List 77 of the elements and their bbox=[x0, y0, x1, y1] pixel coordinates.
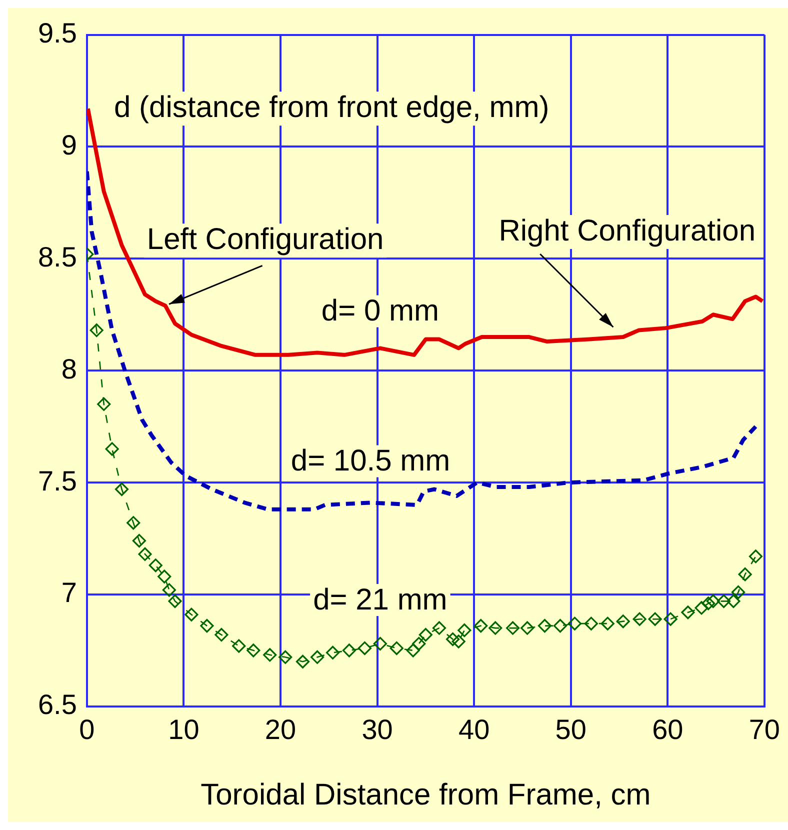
point bbox=[373, 636, 387, 651]
x-tick-label: 10 bbox=[168, 714, 200, 745]
point bbox=[568, 616, 582, 630]
point bbox=[390, 641, 404, 655]
point bbox=[263, 648, 277, 662]
point bbox=[114, 482, 129, 496]
annotation: Left Configuration bbox=[146, 222, 384, 256]
annotation: d (distance from front edge, mm) bbox=[114, 90, 550, 124]
x-tick-label: 50 bbox=[555, 714, 586, 745]
point bbox=[168, 594, 182, 608]
y-tick-label: 8.5 bbox=[38, 241, 77, 272]
point bbox=[616, 614, 630, 628]
point bbox=[105, 442, 119, 456]
y-tick-label: 7.5 bbox=[38, 465, 77, 496]
annotation: Right Configuration bbox=[498, 214, 756, 248]
point bbox=[488, 621, 502, 635]
y-tick-label: 6.5 bbox=[38, 689, 77, 720]
point bbox=[648, 612, 662, 626]
point bbox=[664, 612, 678, 626]
point bbox=[553, 619, 568, 633]
point bbox=[214, 628, 228, 642]
point bbox=[326, 646, 340, 660]
y-tick-label: 7 bbox=[61, 577, 77, 608]
point bbox=[716, 594, 731, 608]
point bbox=[342, 644, 356, 658]
y-tick-label: 9.5 bbox=[38, 18, 77, 49]
x-axis-title: Toroidal Distance from Frame, cm bbox=[200, 778, 651, 812]
point bbox=[148, 558, 162, 572]
point bbox=[681, 606, 695, 620]
point bbox=[296, 654, 310, 668]
point bbox=[731, 585, 746, 600]
point bbox=[452, 634, 466, 648]
x-tick-label: 40 bbox=[458, 714, 490, 745]
point bbox=[184, 608, 198, 622]
x-tick-label: 0 bbox=[79, 714, 95, 745]
point bbox=[701, 596, 716, 610]
x-tick-label: 30 bbox=[362, 714, 393, 745]
point bbox=[162, 583, 176, 597]
series-label: d= 21 mm bbox=[313, 583, 448, 616]
point bbox=[138, 547, 152, 561]
point bbox=[358, 641, 372, 655]
point bbox=[126, 516, 140, 530]
point bbox=[748, 550, 763, 564]
point bbox=[726, 594, 740, 608]
point bbox=[506, 621, 520, 635]
point bbox=[446, 632, 460, 646]
point bbox=[200, 619, 214, 633]
point bbox=[97, 397, 111, 411]
point bbox=[458, 623, 472, 638]
point bbox=[412, 636, 426, 651]
point bbox=[432, 621, 446, 635]
x-tick-label: 60 bbox=[652, 714, 684, 745]
y-tick-label: 8 bbox=[61, 353, 77, 384]
line-series bbox=[86, 169, 758, 512]
point bbox=[418, 628, 432, 642]
point bbox=[738, 568, 752, 582]
y-tick-label: 9 bbox=[61, 129, 77, 160]
point bbox=[632, 612, 646, 626]
x-tick-label: 20 bbox=[264, 714, 296, 745]
point bbox=[310, 650, 324, 664]
point bbox=[706, 594, 720, 608]
point bbox=[132, 534, 146, 548]
point bbox=[520, 621, 534, 635]
point bbox=[694, 601, 708, 615]
point bbox=[232, 639, 246, 653]
point bbox=[600, 616, 614, 630]
point bbox=[406, 644, 420, 658]
series-label: d= 10.5 mm bbox=[290, 444, 450, 478]
point bbox=[584, 616, 598, 630]
series-label: d= 0 mm bbox=[321, 294, 439, 328]
point bbox=[278, 650, 292, 664]
point bbox=[158, 570, 172, 584]
point bbox=[246, 644, 260, 658]
point bbox=[474, 619, 488, 633]
point bbox=[538, 619, 552, 633]
x-tick-label: 70 bbox=[748, 714, 780, 745]
point bbox=[90, 324, 104, 338]
